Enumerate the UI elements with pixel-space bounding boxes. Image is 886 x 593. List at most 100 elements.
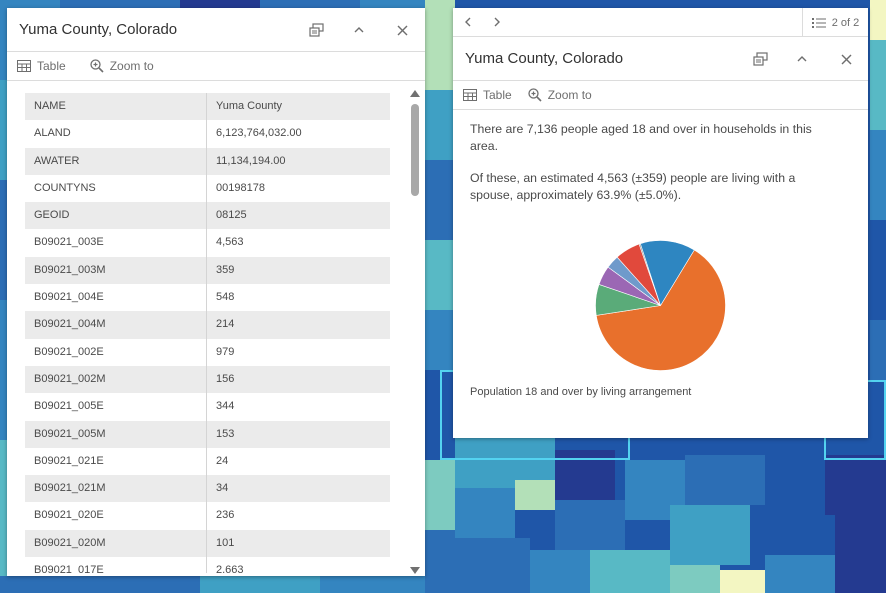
field-value-cell: Yuma County (216, 100, 283, 112)
field-name-cell: B09021_003E (25, 229, 207, 257)
field-name-cell: B09021_021E (25, 447, 207, 476)
map-region[interactable] (870, 320, 886, 380)
map-region[interactable] (425, 0, 455, 90)
field-name-cell: B09021_021M (25, 475, 207, 503)
map-region[interactable] (685, 455, 765, 505)
field-value-cell: 2,663 (216, 564, 244, 573)
left-popup: Yuma County, Colorado Table Zoom to NAME… (7, 8, 425, 576)
map-region[interactable] (425, 530, 455, 593)
pie-slice[interactable] (595, 249, 726, 371)
map-region[interactable] (555, 500, 625, 550)
zoom-to-label: Zoom to (109, 59, 154, 73)
map-region[interactable] (425, 460, 455, 530)
scroll-up-arrow-icon[interactable] (410, 90, 420, 97)
map-region[interactable] (0, 300, 8, 440)
table-row: B09021_003E 4,563 (25, 229, 390, 257)
map-region[interactable] (425, 90, 455, 160)
table-row: B09021_021M 34 (25, 475, 390, 503)
close-icon[interactable] (390, 18, 414, 42)
table-row: B09021_002E 979 (25, 338, 390, 366)
right-popup-toolbar: Table Zoom to (453, 81, 868, 110)
field-name-cell: B09021_017E (25, 557, 207, 573)
zoom-in-icon (528, 88, 542, 102)
scrollbar[interactable] (408, 86, 422, 574)
map-region[interactable] (870, 40, 886, 130)
field-name-cell: GEOID (25, 202, 207, 230)
map-region[interactable] (455, 538, 530, 593)
field-name-cell: B09021_003M (25, 256, 207, 285)
map-region[interactable] (835, 515, 886, 593)
map-region[interactable] (670, 565, 720, 593)
left-popup-toolbar: Table Zoom to (7, 52, 425, 81)
field-value-cell: 979 (216, 345, 235, 358)
map-region[interactable] (0, 180, 8, 300)
map-region[interactable] (825, 455, 886, 515)
dock-icon[interactable] (748, 47, 772, 71)
table-row: NAME Yuma County (25, 93, 390, 121)
table-label: Table (37, 59, 66, 73)
field-name-cell: COUNTYNS (25, 174, 207, 203)
field-name-cell: B09021_005M (25, 420, 207, 448)
scrollbar-thumb[interactable] (411, 104, 419, 196)
table-row: B09021_005M 153 (25, 420, 390, 448)
close-icon[interactable] (834, 47, 858, 71)
map-region[interactable] (200, 576, 320, 593)
pie-chart[interactable] (593, 238, 728, 373)
table-row: B09021_004E 548 (25, 284, 390, 312)
field-name-cell: NAME (25, 93, 207, 121)
dock-icon[interactable] (304, 18, 328, 42)
chart-caption: Population 18 and over by living arrange… (470, 386, 692, 398)
popup-paragraph-2: Of these, an estimated 4,563 (±359) peop… (470, 171, 796, 202)
zoom-to-action[interactable]: Zoom to (528, 88, 592, 102)
map-region[interactable] (720, 570, 765, 593)
scroll-down-arrow-icon[interactable] (410, 567, 420, 574)
map-region[interactable] (870, 130, 886, 220)
map-region[interactable] (0, 80, 8, 180)
table-action[interactable]: Table (17, 59, 66, 73)
collapse-icon[interactable] (347, 18, 371, 42)
table-row: B09021_005E 344 (25, 393, 390, 421)
table-row: B09021_003M 359 (25, 256, 390, 285)
table-row: AWATER 11,134,194.00 (25, 147, 390, 175)
zoom-to-action[interactable]: Zoom to (90, 59, 154, 73)
map-region[interactable] (765, 455, 825, 555)
map-region[interactable] (455, 488, 515, 538)
map-region[interactable] (425, 310, 455, 370)
map-region[interactable] (870, 220, 886, 320)
field-value-cell: 548 (216, 291, 235, 304)
field-value-cell: 11,134,194.00 (216, 154, 286, 167)
map-region[interactable] (670, 505, 750, 565)
next-feature-icon[interactable] (487, 12, 507, 32)
field-value-cell: 4,563 (216, 236, 244, 249)
feature-pager[interactable]: 2 of 2 (802, 8, 868, 37)
popup-paragraph-1: There are 7,136 people aged 18 and over … (470, 122, 812, 153)
table-action[interactable]: Table (463, 88, 512, 102)
map-region[interactable] (425, 240, 455, 310)
map-region[interactable] (425, 160, 455, 240)
map-region[interactable] (0, 440, 8, 593)
field-value-cell: 153 (216, 427, 235, 440)
map-region[interactable] (590, 550, 670, 593)
field-value-cell: 6,123,764,032.00 (216, 127, 302, 140)
map-region[interactable] (530, 550, 590, 593)
field-value-cell: 156 (216, 372, 235, 385)
field-name-cell: B09021_020M (25, 529, 207, 558)
field-value-cell: 236 (216, 509, 235, 522)
map-region[interactable] (515, 480, 555, 510)
map-region[interactable] (0, 576, 200, 593)
map-region[interactable] (870, 0, 886, 40)
map-region[interactable] (765, 555, 835, 593)
left-popup-header: Yuma County, Colorado (7, 8, 425, 52)
field-value-cell: 24 (216, 454, 229, 467)
right-popup: 2 of 2 Yuma County, Colorado Table Zoom … (453, 8, 868, 438)
map-region[interactable] (320, 576, 425, 593)
table-row: B09021_020E 236 (25, 502, 390, 530)
map-region[interactable] (455, 438, 555, 488)
table-row: B09021_021E 24 (25, 447, 390, 476)
field-value-cell: 34 (216, 482, 229, 495)
table-row: GEOID 08125 (25, 202, 390, 230)
previous-feature-icon[interactable] (458, 12, 478, 32)
pie-slice[interactable] (640, 240, 695, 307)
collapse-icon[interactable] (790, 47, 814, 71)
attribute-table: NAME Yuma County ALAND 6,123,764,032.00 AWAT… (25, 93, 390, 573)
